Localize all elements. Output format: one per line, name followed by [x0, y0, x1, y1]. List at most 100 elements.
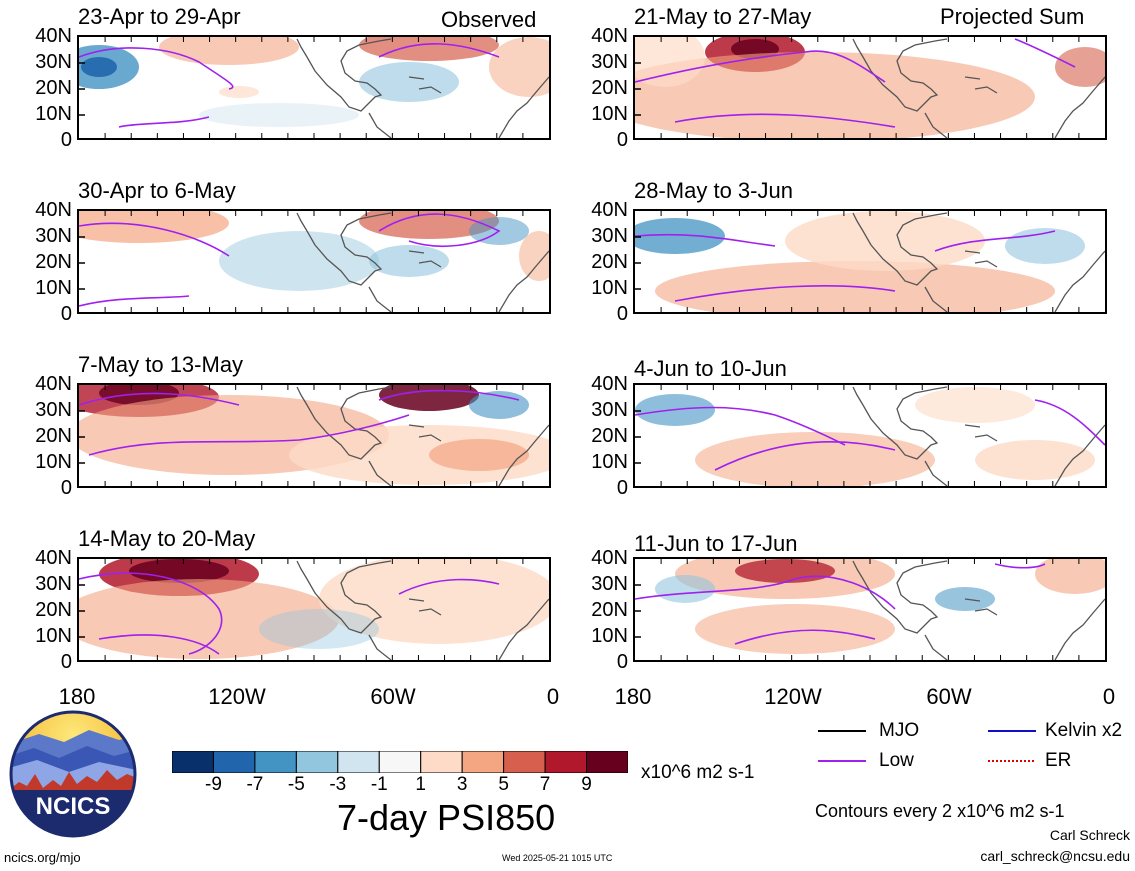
logo-text: NCICS	[36, 793, 111, 820]
map-panel-2	[77, 209, 551, 314]
colorbar-swatch	[420, 751, 463, 773]
lat-tick-label: 30N	[591, 225, 628, 247]
panel-title-3: 7-May to 13-May	[78, 352, 244, 377]
lat-tick-label: 40N	[591, 373, 628, 395]
panel-title-1: 23-Apr to 29-Apr	[78, 4, 241, 29]
anomaly-shading	[695, 604, 895, 654]
lat-tick-label: 40N	[591, 199, 628, 221]
contour-note: Contours every 2 x10^6 m2 s-1	[815, 801, 1065, 821]
anomaly-shading	[369, 245, 449, 277]
low-contour	[378, 389, 520, 401]
legend-label-kelvin: Kelvin x2	[1045, 720, 1123, 741]
map-svg	[635, 37, 1105, 138]
anomaly-shading	[695, 432, 935, 486]
lat-tick-label: 20N	[35, 425, 72, 447]
anomaly-shading	[635, 52, 1035, 138]
colorbar-tick-label: -5	[287, 774, 305, 795]
anomaly-shading	[129, 559, 229, 583]
colorbar-swatch	[503, 751, 546, 773]
lat-tick-label: 0	[60, 129, 72, 151]
low-contour	[79, 295, 190, 307]
low-contour	[635, 406, 846, 446]
low-contour	[674, 285, 896, 302]
lat-tick-label: 0	[616, 477, 628, 499]
coastline	[296, 560, 549, 660]
colorbar	[172, 751, 628, 773]
lat-tick-label: 20N	[591, 599, 628, 621]
anomaly-shading	[635, 218, 725, 254]
lat-tick-label: 10N	[591, 625, 628, 647]
anomaly-shading	[1035, 559, 1105, 594]
map-panel-5	[633, 35, 1107, 140]
low-contour	[1014, 38, 1076, 68]
coastline	[296, 38, 549, 138]
lat-tick-label: 20N	[591, 77, 628, 99]
map-panel-3	[77, 383, 551, 488]
coastline	[852, 560, 1105, 660]
lon-tick-60w-left: 60W	[370, 684, 416, 709]
colorbar-swatch	[544, 751, 588, 773]
colorbar-tick-label: 7	[539, 774, 551, 795]
lat-tick-label: 10N	[591, 451, 628, 473]
colorbar-tick-label: 1	[415, 774, 426, 795]
anomaly-shading	[259, 609, 379, 649]
lat-tick-label: 30N	[591, 399, 628, 421]
anomaly-shading	[1005, 228, 1085, 264]
low-contour	[734, 629, 876, 645]
main-title: 7-day PSI850	[337, 797, 556, 838]
low-contour	[79, 392, 240, 406]
lat-tick-label: 10N	[35, 277, 72, 299]
lat-tick-label: 40N	[591, 25, 628, 47]
anomaly-shading	[519, 231, 549, 281]
map-svg	[79, 211, 549, 312]
author-email[interactable]: carl_schreck@ncsu.edu	[980, 848, 1130, 864]
website-link[interactable]: ncics.org/mjo	[4, 850, 81, 865]
anomaly-shading	[489, 37, 549, 97]
anomaly-shading	[655, 575, 715, 603]
colorbar-swatch	[172, 751, 214, 773]
anomaly-shading	[219, 231, 379, 291]
lat-tick-label: 40N	[35, 373, 72, 395]
anomaly-shading	[199, 103, 359, 127]
lon-tick-0-left: 0	[546, 684, 560, 709]
lat-tick-label: 10N	[35, 103, 72, 125]
lat-tick-label: 0	[616, 651, 628, 673]
colorbar-tick-label: 5	[498, 774, 509, 795]
anomaly-shading	[975, 440, 1095, 480]
panel-title-5: 21-May to 27-May	[634, 4, 812, 29]
coastline	[852, 212, 1105, 312]
map-panel-4	[77, 557, 551, 662]
low-contour	[98, 634, 220, 655]
timestamp: Wed 2025-05-21 1015 UTC	[502, 853, 613, 863]
lon-tick-180-right: 180	[614, 684, 652, 709]
colorbar-swatch	[461, 751, 505, 773]
lat-tick-label: 20N	[591, 251, 628, 273]
author-name: Carl Schreck	[1049, 827, 1130, 843]
anomaly-shading	[79, 579, 339, 659]
low-contour	[398, 578, 500, 595]
coastline	[296, 386, 549, 486]
lat-tick-label: 10N	[35, 625, 72, 647]
ncics-logo: NCICS	[9, 710, 137, 838]
colorbar-tick-label: 9	[581, 774, 592, 795]
anomaly-shading	[359, 62, 459, 102]
anomaly-shading	[429, 439, 529, 471]
map-panel-8	[633, 557, 1107, 662]
low-contour	[994, 563, 1046, 569]
low-contour	[635, 50, 886, 83]
lat-tick-label: 20N	[35, 599, 72, 621]
coastline	[296, 212, 549, 312]
panel-title-8: 11-Jun to 17-Jun	[634, 531, 798, 556]
anomaly-shading	[319, 559, 549, 644]
map-panel-6	[633, 209, 1107, 314]
lat-tick-label: 30N	[35, 51, 72, 73]
lon-tick-120w-right: 120W	[764, 684, 822, 709]
lat-tick-label: 20N	[591, 425, 628, 447]
colorbar-tick-label: -3	[329, 774, 347, 795]
colorbar-tick-label: -1	[370, 774, 388, 795]
panel-title-7: 4-Jun to 10-Jun	[634, 356, 787, 381]
low-contour	[378, 43, 500, 58]
map-svg	[635, 385, 1105, 486]
anomaly-shading	[915, 387, 1035, 423]
colorbar-swatch	[378, 751, 422, 773]
